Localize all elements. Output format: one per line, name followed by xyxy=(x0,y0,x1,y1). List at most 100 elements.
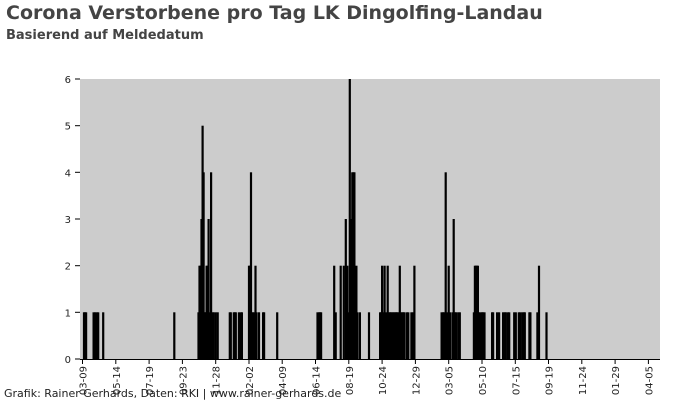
bar-44 xyxy=(276,312,279,359)
x-tick-label: 08-19 xyxy=(345,366,356,395)
bar-40 xyxy=(255,312,258,359)
x-tick-label: 03-09 xyxy=(79,366,90,395)
x-axis: 03-09 05-14 07-19 09-23 11-28 02-02 04-09 06-14… xyxy=(79,359,655,395)
bar-134 xyxy=(537,265,541,359)
bar-38 xyxy=(252,312,255,359)
bar-14 xyxy=(202,172,205,359)
x-tick-label: 05-14 xyxy=(112,366,123,395)
x-tick-label: 11-24 xyxy=(578,366,589,395)
bar-80 xyxy=(396,312,399,359)
bar-110 xyxy=(477,312,480,359)
bar-77 xyxy=(392,312,395,359)
bar-96 xyxy=(446,312,449,359)
bar-7 xyxy=(102,312,105,359)
bar-126 xyxy=(517,312,520,359)
x-tick-label: 09-23 xyxy=(178,366,189,395)
bar-88 xyxy=(407,312,410,359)
bar-83 xyxy=(399,312,402,359)
bar-24 xyxy=(214,312,217,359)
bar-95 xyxy=(444,172,447,359)
y-tick-label: 5 xyxy=(65,122,71,133)
y-tick-label: 3 xyxy=(65,215,71,226)
x-tick-label: 09-19 xyxy=(545,366,556,395)
y-tick-label: 6 xyxy=(65,75,71,86)
bar-69 xyxy=(382,312,385,359)
bar-4 xyxy=(94,312,97,359)
bar-135 xyxy=(545,312,548,359)
bar-53 xyxy=(344,219,347,359)
bar-5 xyxy=(95,312,98,359)
bar-75 xyxy=(390,312,393,359)
bar-43 xyxy=(263,312,266,359)
bar-19 xyxy=(207,219,210,359)
bar-102 xyxy=(455,312,458,359)
bar-133 xyxy=(536,312,539,359)
bar-3 xyxy=(92,312,95,359)
bar-116 xyxy=(492,312,495,359)
bar-70 xyxy=(383,265,386,359)
bar-36 xyxy=(249,172,253,359)
bar-63 xyxy=(356,312,359,359)
bar-123 xyxy=(508,312,511,359)
bar-27 xyxy=(229,312,232,359)
bar-72 xyxy=(386,265,389,359)
bar-8 xyxy=(173,312,176,359)
bar-114 xyxy=(483,312,486,359)
bar-21 xyxy=(210,172,213,359)
bar-64 xyxy=(358,312,361,359)
bar-56 xyxy=(348,79,351,359)
bar-92 xyxy=(440,312,443,359)
bar-121 xyxy=(504,312,507,359)
bar-113 xyxy=(481,312,485,359)
bar-71 xyxy=(385,312,388,359)
bar-60 xyxy=(353,172,356,359)
y-tick-label: 1 xyxy=(65,308,71,319)
bar-48 xyxy=(320,312,323,359)
bar-20 xyxy=(208,312,211,359)
bar-89 xyxy=(410,312,413,359)
bar-119 xyxy=(502,312,505,359)
bar-98 xyxy=(449,312,452,359)
source-credit: Grafik: Rainer Gerhards, Daten: RKI | ww… xyxy=(4,387,342,400)
bar-87 xyxy=(405,312,408,359)
bar-50 xyxy=(334,312,337,359)
bar-86 xyxy=(403,312,406,359)
bar-33 xyxy=(240,312,243,359)
bar-31 xyxy=(237,312,240,359)
bar-54 xyxy=(346,265,349,359)
x-tick-label: 07-15 xyxy=(511,366,522,395)
bar-117 xyxy=(496,312,499,359)
bar-41 xyxy=(257,312,261,359)
bar-125 xyxy=(514,312,517,359)
y-tick-label: 4 xyxy=(65,168,71,179)
x-tick-label: 04-05 xyxy=(644,366,655,395)
chart-title: Corona Verstorbene pro Tag LK Dingolfing… xyxy=(6,2,543,24)
bar-97 xyxy=(447,265,450,359)
bar-100 xyxy=(452,219,455,359)
bar-23 xyxy=(212,312,215,359)
bar-30 xyxy=(234,312,237,359)
x-tick-label: 01-29 xyxy=(611,366,622,395)
x-tick-label: 12-29 xyxy=(411,366,422,395)
x-tick-label: 05-10 xyxy=(478,366,489,395)
bar-104 xyxy=(458,312,461,359)
x-tick-label: 03-05 xyxy=(445,366,456,395)
bar-51 xyxy=(339,265,342,359)
bar-45 xyxy=(316,312,319,359)
bar-25 xyxy=(216,312,219,359)
bar-124 xyxy=(513,312,516,359)
bar-series xyxy=(82,79,548,359)
bar-132 xyxy=(529,312,532,359)
y-tick-label: 0 xyxy=(65,355,71,366)
bar-111 xyxy=(479,312,482,359)
bar-49 xyxy=(333,265,336,359)
bar-52 xyxy=(342,265,345,359)
bar-122 xyxy=(506,312,509,359)
bar-103 xyxy=(457,312,460,359)
bar-90 xyxy=(411,312,414,359)
x-tick-label: 06-14 xyxy=(312,366,323,395)
chart-subtitle: Basierend auf Meldedatum xyxy=(6,28,204,43)
x-tick-label: 07-19 xyxy=(145,366,156,395)
x-tick-label: 04-09 xyxy=(278,366,289,395)
